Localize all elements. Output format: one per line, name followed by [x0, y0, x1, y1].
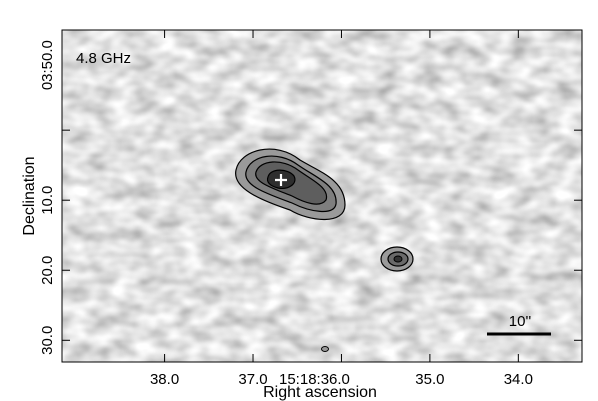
frequency-label: 4.8 GHz [76, 50, 131, 67]
x-tick-label: 37.0 [238, 371, 267, 388]
x-tick-label: 35.0 [415, 371, 444, 388]
y-axis-label: Declination [21, 156, 38, 235]
position-cross [275, 174, 287, 186]
x-tick-label: 38.0 [150, 371, 179, 388]
plot-frame [61, 29, 583, 363]
y-tick-label: 10.0 [39, 186, 56, 215]
x-axis-label: Right ascension [263, 384, 377, 401]
x-tick-label: 34.0 [504, 371, 533, 388]
y-tick-label: 03:50.0 [39, 40, 56, 90]
contour [393, 255, 403, 263]
y-tick-label: 30.0 [39, 326, 56, 355]
x-tick-label: 15:18:36.0 [279, 371, 350, 388]
y-tick-label: 20.0 [39, 256, 56, 285]
contour [321, 346, 329, 352]
scale-label: 10'' [509, 313, 532, 330]
image-area [62, 30, 582, 362]
